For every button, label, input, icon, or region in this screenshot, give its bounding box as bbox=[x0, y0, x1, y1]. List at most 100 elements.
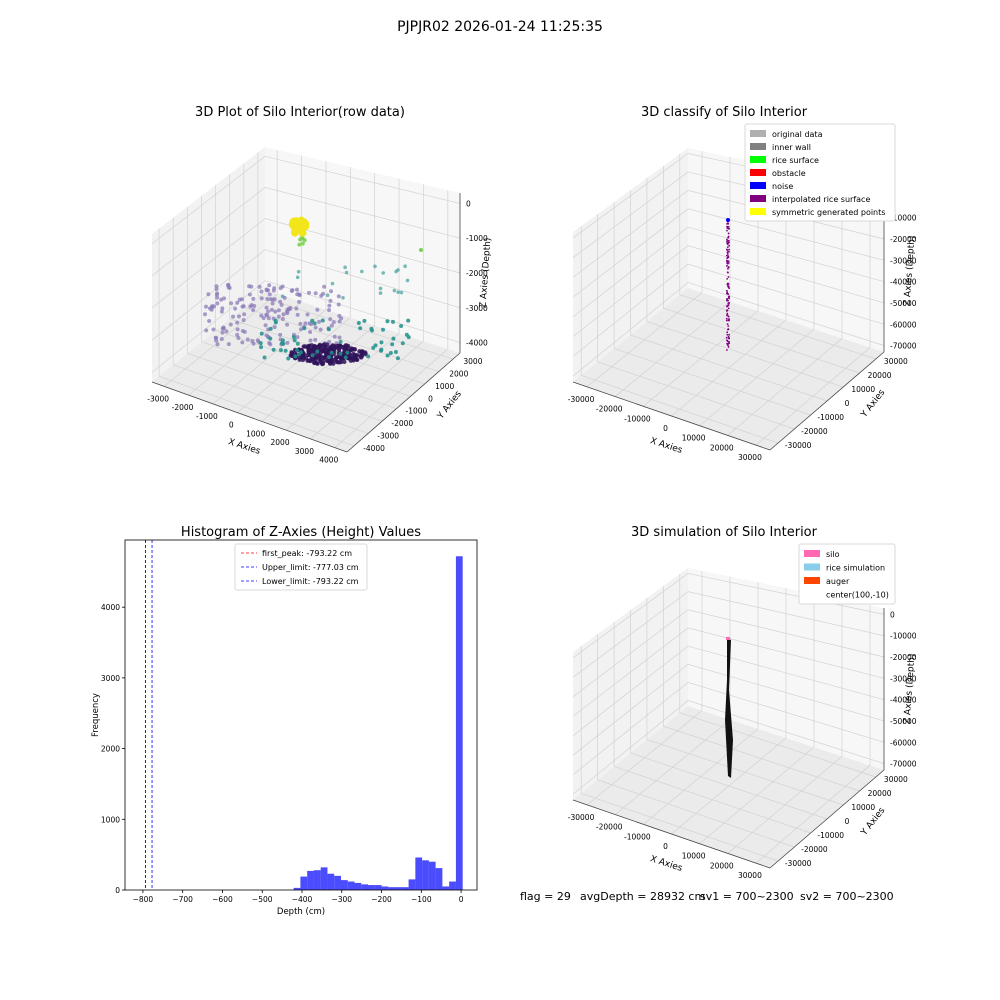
z-gridline bbox=[572, 245, 885, 337]
data-point bbox=[728, 337, 730, 340]
data-point bbox=[727, 261, 730, 264]
y-gridline bbox=[646, 178, 844, 388]
rice-surface bbox=[725, 638, 733, 778]
figure-title: PJPJR02 2026-01-24 11:25:35 bbox=[397, 19, 603, 35]
chart-title: Histogram of Z-Axies (Height) Values bbox=[181, 525, 421, 540]
data-point bbox=[211, 327, 216, 332]
data-point bbox=[352, 347, 358, 352]
histogram-bar bbox=[422, 860, 429, 890]
data-point bbox=[313, 325, 318, 330]
data-point bbox=[323, 344, 328, 350]
x-axis-line bbox=[572, 799, 771, 869]
data-point bbox=[726, 259, 728, 262]
histogram-legend-box bbox=[234, 543, 368, 591]
data-point bbox=[266, 316, 271, 321]
data-point bbox=[306, 358, 312, 363]
x-gridline bbox=[285, 178, 400, 431]
y-tick-label: 2000 bbox=[449, 370, 468, 379]
data-point bbox=[338, 339, 343, 344]
legend-swatch bbox=[750, 182, 766, 189]
x-tick-label: −400 bbox=[292, 895, 313, 904]
histogram-bar bbox=[449, 881, 456, 890]
data-point bbox=[281, 312, 286, 317]
z-gridline bbox=[572, 700, 885, 795]
z-gridline bbox=[151, 280, 461, 373]
data-point bbox=[297, 242, 302, 247]
data-point bbox=[308, 329, 313, 334]
histogram-bar bbox=[395, 887, 402, 890]
data-point bbox=[298, 350, 303, 355]
y-tick-label: 20000 bbox=[868, 371, 892, 380]
data-point bbox=[240, 340, 245, 345]
data-point bbox=[280, 317, 285, 322]
data-point bbox=[725, 339, 728, 342]
histogram-bar bbox=[455, 556, 463, 890]
z-tick-label: -1000 bbox=[466, 234, 488, 243]
legend-swatch bbox=[750, 195, 766, 202]
x-tick-label: -30000 bbox=[568, 813, 595, 822]
depth-histogram: Histogram of Z-Axies (Height) Values −800… bbox=[91, 525, 478, 917]
z-tick-label: -70000 bbox=[890, 342, 917, 351]
data-point bbox=[273, 320, 278, 325]
y-tick-label: 30000 bbox=[884, 775, 908, 784]
data-point bbox=[272, 325, 277, 330]
y-gridline bbox=[580, 226, 779, 444]
data-point bbox=[329, 350, 334, 355]
x-axis-line bbox=[151, 381, 348, 453]
plot-area bbox=[125, 540, 477, 890]
data-point bbox=[259, 296, 264, 301]
data-point bbox=[261, 316, 266, 321]
data-point bbox=[360, 269, 364, 274]
x-tick-label: 20000 bbox=[710, 443, 734, 452]
z-tick-label: -70000 bbox=[890, 760, 917, 769]
simulation-legend-box bbox=[798, 543, 896, 605]
data-point bbox=[336, 302, 341, 307]
data-point bbox=[727, 346, 730, 348]
histogram-bar bbox=[334, 875, 341, 890]
data-point bbox=[381, 327, 386, 332]
z-gridline bbox=[572, 282, 885, 377]
data-point bbox=[320, 361, 325, 367]
legend-label: first_peak: -793.22 cm bbox=[262, 549, 352, 558]
y-gridline bbox=[679, 574, 876, 778]
legend-label: Lower_limit: -793.22 cm bbox=[262, 577, 359, 586]
data-point bbox=[299, 327, 304, 332]
x-tick-label: 10000 bbox=[682, 434, 706, 443]
data-point bbox=[727, 250, 730, 253]
x-tick-label: 0 bbox=[663, 842, 668, 851]
data-point bbox=[303, 321, 308, 326]
z-tick-label: -4000 bbox=[466, 339, 488, 348]
z-tick-label: 0 bbox=[466, 199, 471, 208]
data-point bbox=[340, 345, 345, 350]
data-point bbox=[255, 338, 260, 343]
data-point bbox=[222, 296, 227, 301]
data-point bbox=[405, 278, 410, 283]
data-point bbox=[328, 317, 333, 322]
data-point bbox=[270, 301, 275, 306]
data-point bbox=[373, 264, 377, 269]
legend-label: rice surface bbox=[772, 156, 819, 165]
data-point bbox=[394, 269, 398, 274]
legend-label: interpolated rice surface bbox=[772, 195, 870, 204]
data-point bbox=[247, 292, 252, 297]
data-point bbox=[727, 293, 730, 296]
data-point bbox=[298, 321, 303, 326]
data-point bbox=[292, 338, 297, 343]
y-tick-label: 0 bbox=[115, 886, 120, 895]
data-point bbox=[215, 342, 220, 347]
data-point bbox=[726, 222, 729, 225]
data-point bbox=[297, 357, 302, 362]
x-tick-label: 3000 bbox=[295, 447, 314, 456]
data-point bbox=[727, 266, 730, 269]
data-point bbox=[294, 306, 299, 311]
legend-swatch bbox=[804, 550, 820, 557]
data-point bbox=[726, 251, 729, 254]
data-point bbox=[219, 336, 224, 341]
x-tick-label: -20000 bbox=[596, 405, 623, 414]
data-point bbox=[396, 290, 400, 294]
data-point bbox=[312, 344, 317, 349]
data-point bbox=[262, 355, 267, 360]
z-tick-label: -3000 bbox=[466, 304, 488, 313]
data-point bbox=[313, 291, 318, 296]
x-tick-label: -3000 bbox=[147, 394, 169, 403]
